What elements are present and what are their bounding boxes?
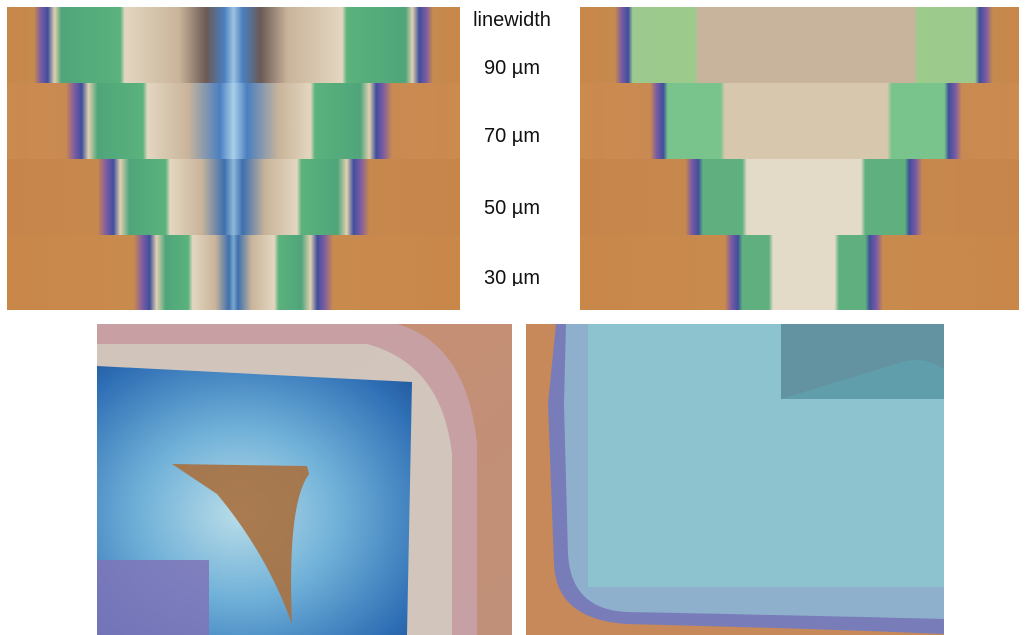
micrograph-strip-90um-left (7, 7, 460, 83)
micrograph-strip-50um-right (580, 159, 1019, 235)
micrograph-strip-30um-left (7, 235, 460, 310)
linewidth-label-90: 90 µm (484, 57, 540, 79)
micrograph-corner-right (526, 324, 944, 635)
micrograph-strip-90um-right (580, 7, 1019, 83)
linewidth-label-70: 70 µm (484, 125, 540, 147)
micrograph-strip-70um-left (7, 83, 460, 159)
linewidth-header: linewidth (473, 9, 551, 31)
micrograph-strip-70um-right (580, 83, 1019, 159)
micrograph-strip-50um-left (7, 159, 460, 235)
micrograph-lines-right (580, 7, 1019, 310)
micrograph-strip-30um-right (580, 235, 1019, 310)
linewidth-label-30: 30 µm (484, 267, 540, 286)
micrograph-corner-left (97, 324, 512, 635)
micrograph-lines-left (7, 7, 460, 310)
linewidth-label-50: 50 µm (484, 197, 540, 219)
